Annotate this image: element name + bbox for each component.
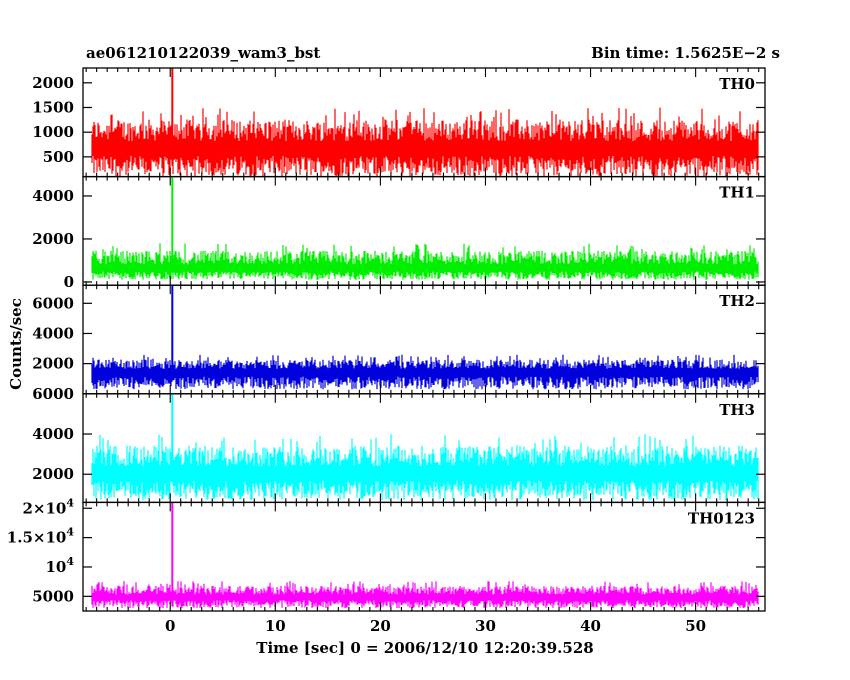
series-th0123 [91,581,759,609]
panel-label-th0123: TH0123 [688,509,755,527]
y-tick-label: 2000 [32,74,74,92]
chart-title: ae061210122039_wam3_bst [86,44,321,62]
series-th0 [91,107,759,177]
panel-label-th3: TH3 [719,401,755,419]
series-th1 [91,243,759,280]
y-tick-label: 500 [43,148,74,166]
y-tick-label: 2×104 [22,496,74,517]
y-tick-label: 2000 [32,355,74,373]
panel-label-th2: TH2 [719,292,755,310]
y-tick-label: 104 [45,555,74,576]
y-tick-label: 4000 [32,187,74,205]
series-th3 [91,434,759,501]
y-tick-label: 1000 [32,123,74,141]
x-tick-label: 20 [370,617,391,635]
x-tick-label: 30 [475,617,496,635]
x-tick-label: 10 [265,617,286,635]
y-tick-label: 6000 [32,385,74,403]
series-th2 [91,354,759,390]
panel-label-th1: TH1 [719,184,755,202]
x-axis-label: Time [sec] 0 = 2006/12/10 12:20:39.528 [256,639,594,657]
y-tick-label: 1500 [32,98,74,116]
y-axis-label: Counts/sec [7,298,25,390]
y-tick-label: 2000 [32,465,74,483]
y-tick-label: 1.5×104 [7,526,75,547]
y-tick-label: 4000 [32,324,74,342]
panel-frame-th0123 [82,501,766,612]
y-tick-label: 5000 [32,587,74,605]
x-tick-label: 0 [165,617,175,635]
y-tick-label: 6000 [32,294,74,312]
y-tick-label: 4000 [32,425,74,443]
panel-label-th0: TH0 [719,75,755,93]
x-tick-label: 50 [685,617,706,635]
y-tick-label: 0 [64,273,74,291]
y-tick-label: 2000 [32,230,74,248]
x-tick-label: 40 [580,617,601,635]
bin-time-label: Bin time: 1.5625E−2 s [591,44,780,62]
